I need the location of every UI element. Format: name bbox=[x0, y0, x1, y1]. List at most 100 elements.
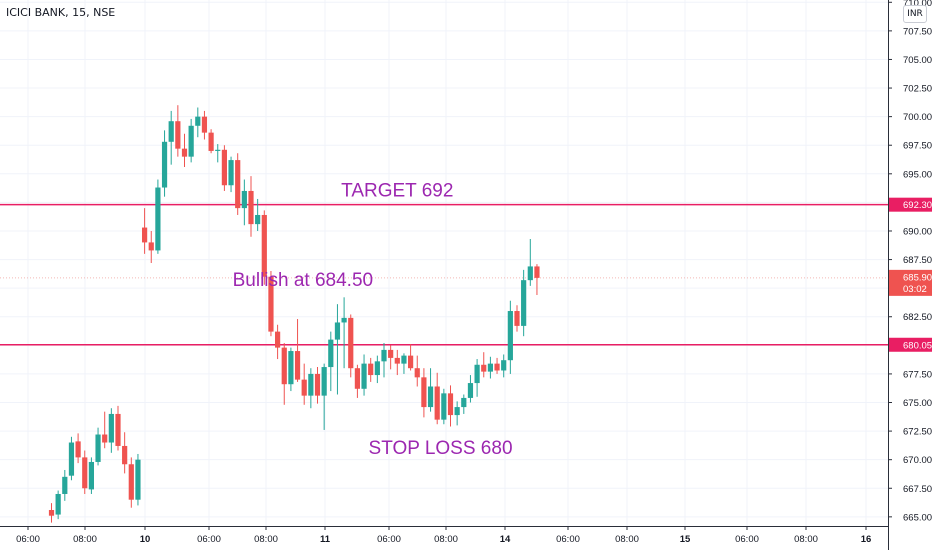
candle[interactable] bbox=[348, 314, 354, 378]
candle-body bbox=[427, 386, 434, 408]
candle[interactable] bbox=[481, 352, 487, 378]
candle[interactable] bbox=[441, 388, 447, 425]
symbol-title[interactable]: ICICI BANK, 15, NSE bbox=[6, 6, 116, 19]
annotation-text[interactable]: Bullish at 684.50 bbox=[233, 270, 374, 291]
price-label-box bbox=[889, 197, 932, 212]
candle[interactable] bbox=[294, 319, 301, 382]
candle[interactable] bbox=[521, 269, 527, 337]
candle[interactable] bbox=[501, 354, 507, 378]
candle[interactable] bbox=[62, 469, 68, 501]
y-tick-label: 667.50 bbox=[903, 484, 932, 495]
candle[interactable] bbox=[75, 433, 81, 464]
candle[interactable] bbox=[122, 432, 128, 474]
candle[interactable] bbox=[374, 355, 380, 384]
candle[interactable] bbox=[281, 343, 287, 405]
candle[interactable] bbox=[507, 300, 513, 374]
x-tick-label: 06:00 bbox=[377, 534, 401, 545]
candle-body bbox=[374, 361, 380, 376]
candle[interactable] bbox=[394, 349, 400, 376]
candle[interactable] bbox=[88, 457, 94, 494]
candles[interactable] bbox=[48, 105, 540, 523]
annotation-text[interactable]: STOP LOSS 680 bbox=[369, 438, 513, 459]
candle[interactable] bbox=[341, 297, 347, 369]
candle[interactable] bbox=[235, 153, 241, 215]
x-tick-label: 06:00 bbox=[16, 534, 40, 545]
candle-body bbox=[161, 141, 168, 188]
candle[interactable] bbox=[275, 324, 281, 360]
candle-body bbox=[155, 187, 161, 251]
candle[interactable] bbox=[215, 144, 221, 163]
candle[interactable] bbox=[255, 198, 261, 231]
candle[interactable] bbox=[142, 208, 148, 254]
candle[interactable] bbox=[368, 357, 374, 382]
candle[interactable] bbox=[195, 107, 201, 138]
candle-body bbox=[55, 493, 61, 515]
annotation-text[interactable]: TARGET 692 bbox=[341, 181, 453, 202]
candle[interactable] bbox=[427, 368, 434, 412]
candle[interactable] bbox=[314, 367, 321, 404]
candle-body bbox=[95, 434, 101, 462]
candle[interactable] bbox=[288, 347, 294, 392]
candle[interactable] bbox=[128, 457, 134, 508]
candle[interactable] bbox=[268, 271, 274, 337]
candle[interactable] bbox=[208, 129, 214, 154]
candle[interactable] bbox=[221, 145, 227, 191]
currency-button[interactable]: INR bbox=[903, 5, 927, 23]
candle[interactable] bbox=[354, 364, 360, 398]
candle-body bbox=[82, 457, 88, 489]
candle[interactable] bbox=[108, 408, 114, 453]
candle[interactable] bbox=[361, 354, 367, 396]
candle-body bbox=[314, 373, 321, 396]
candle[interactable] bbox=[474, 359, 480, 397]
candle[interactable] bbox=[414, 355, 420, 387]
candle[interactable] bbox=[201, 110, 208, 140]
candle[interactable] bbox=[261, 210, 267, 285]
candle[interactable] bbox=[188, 118, 194, 163]
candle[interactable] bbox=[241, 179, 247, 226]
y-tick-label: 700.00 bbox=[903, 112, 932, 123]
x-tick-label: 16 bbox=[861, 534, 872, 545]
candle[interactable] bbox=[308, 368, 314, 409]
candle[interactable] bbox=[514, 305, 520, 332]
candle[interactable] bbox=[102, 411, 108, 449]
candle[interactable] bbox=[388, 345, 394, 370]
candle[interactable] bbox=[321, 363, 327, 430]
candle[interactable] bbox=[82, 450, 88, 494]
candle[interactable] bbox=[228, 156, 234, 193]
candle[interactable] bbox=[48, 503, 55, 523]
candle[interactable] bbox=[487, 356, 493, 379]
candle-body bbox=[228, 160, 234, 186]
candle[interactable] bbox=[181, 133, 188, 167]
candle[interactable] bbox=[175, 105, 181, 157]
candle[interactable] bbox=[115, 405, 121, 451]
candle[interactable] bbox=[408, 344, 414, 371]
candle[interactable] bbox=[527, 238, 533, 286]
candle[interactable] bbox=[334, 304, 341, 395]
candle[interactable] bbox=[447, 385, 454, 427]
candle[interactable] bbox=[155, 179, 161, 254]
candle[interactable] bbox=[461, 394, 467, 414]
candle[interactable] bbox=[135, 453, 141, 506]
y-tick-label: 695.00 bbox=[903, 169, 932, 180]
candle[interactable] bbox=[434, 372, 440, 425]
candle[interactable] bbox=[161, 130, 168, 197]
time-axis[interactable]: 06:00 08:00 10 06:00 08:00 11 06:00 08:00 14 06:0… bbox=[0, 526, 888, 545]
candle[interactable] bbox=[148, 230, 154, 263]
candle[interactable] bbox=[401, 353, 407, 374]
candle-body bbox=[467, 383, 474, 398]
candle[interactable] bbox=[328, 331, 334, 392]
candle[interactable] bbox=[68, 436, 75, 481]
candle[interactable] bbox=[55, 490, 61, 520]
candle[interactable] bbox=[248, 176, 254, 237]
candle[interactable] bbox=[421, 368, 427, 418]
candle[interactable] bbox=[381, 343, 387, 378]
candle[interactable] bbox=[168, 110, 174, 165]
candle[interactable] bbox=[494, 357, 500, 374]
candle[interactable] bbox=[467, 375, 474, 403]
y-tick-label: 687.50 bbox=[903, 255, 932, 266]
candle[interactable] bbox=[454, 401, 460, 426]
candle[interactable] bbox=[95, 427, 101, 466]
candle[interactable] bbox=[534, 264, 540, 296]
candle[interactable] bbox=[301, 363, 307, 405]
